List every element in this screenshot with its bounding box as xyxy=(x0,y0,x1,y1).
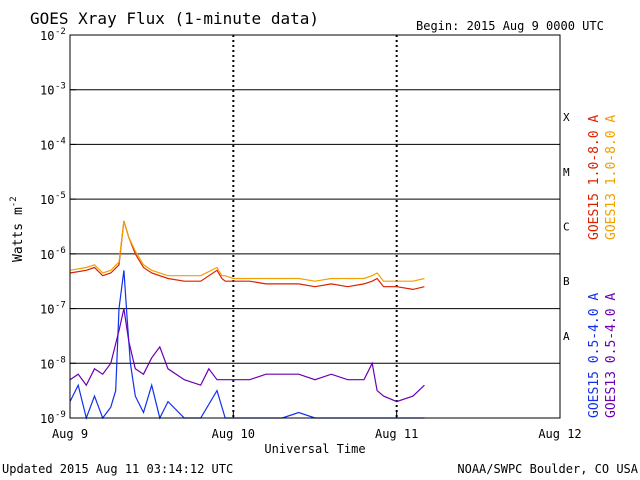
plot-frame xyxy=(69,34,561,419)
y-tick-exponent: -4 xyxy=(55,136,66,146)
y-tick-exponent: -5 xyxy=(55,191,66,201)
gridlines xyxy=(70,35,560,418)
y-tick-label: 10 xyxy=(40,412,54,426)
y-tick-label: 10 xyxy=(40,248,54,262)
series-line-2 xyxy=(69,220,425,282)
x-axis-title: Universal Time xyxy=(264,442,365,456)
legend-entry: GOES15 1.0-8.0 A xyxy=(587,115,602,240)
y-tick-label: 10 xyxy=(40,357,54,371)
y-tick-exponent: -3 xyxy=(55,82,66,92)
y-tick-label: 10 xyxy=(40,84,54,98)
flare-class-label: C xyxy=(563,221,570,234)
y-axis-title-exponent: -2 xyxy=(9,196,19,207)
flare-class-label: M xyxy=(563,166,570,179)
flare-class-label: A xyxy=(563,330,570,343)
y-tick-exponent: -9 xyxy=(55,410,66,420)
x-tick-label: Aug 12 xyxy=(538,427,581,441)
y-tick-label: 10 xyxy=(40,29,54,43)
flare-class-labels: X M C B A xyxy=(563,111,570,343)
chart-title: GOES Xray Flux (1-minute data) xyxy=(30,9,319,28)
y-tick-label: 10 xyxy=(40,193,54,207)
y-tick-exponent: -6 xyxy=(55,246,66,256)
x-tick-label: Aug 9 xyxy=(52,427,88,441)
credit-label: NOAA/SWPC Boulder, CO USA xyxy=(457,462,638,476)
series-line-4 xyxy=(69,308,425,403)
x-axis: Aug 9 Aug 10 Aug 11 Aug 12 xyxy=(52,412,582,441)
legend-entry: GOES13 1.0-8.0 A xyxy=(604,115,619,240)
y-axis-title-text: Watts m xyxy=(11,207,26,262)
flare-class-label: X xyxy=(563,111,570,124)
y-tick-exponent: -7 xyxy=(55,301,66,311)
y-tick-exponent: -2 xyxy=(55,27,66,37)
updated-timestamp: Updated 2015 Aug 11 03:14:12 UTC xyxy=(2,462,233,476)
y-axis: 10-210-310-410-510-610-710-810-9 xyxy=(40,27,76,426)
x-tick-label: Aug 11 xyxy=(375,427,418,441)
begin-label: Begin: 2015 Aug 9 0000 UTC xyxy=(416,19,604,33)
series-layer xyxy=(69,220,425,421)
x-tick-label: Aug 10 xyxy=(212,427,255,441)
legend-entry: GOES15 0.5-4.0 A xyxy=(587,293,602,418)
series-line-3 xyxy=(69,270,425,421)
legend: GOES15 1.0-8.0 A GOES13 1.0-8.0 A GOES15 0… xyxy=(587,115,619,418)
y-tick-label: 10 xyxy=(40,303,54,317)
legend-entry: GOES13 0.5-4.0 A xyxy=(604,293,619,418)
y-tick-label: 10 xyxy=(40,138,54,152)
y-tick-exponent: -8 xyxy=(55,355,66,365)
y-axis-title: Watts m-2 xyxy=(9,196,26,262)
flare-class-label: B xyxy=(563,275,570,288)
